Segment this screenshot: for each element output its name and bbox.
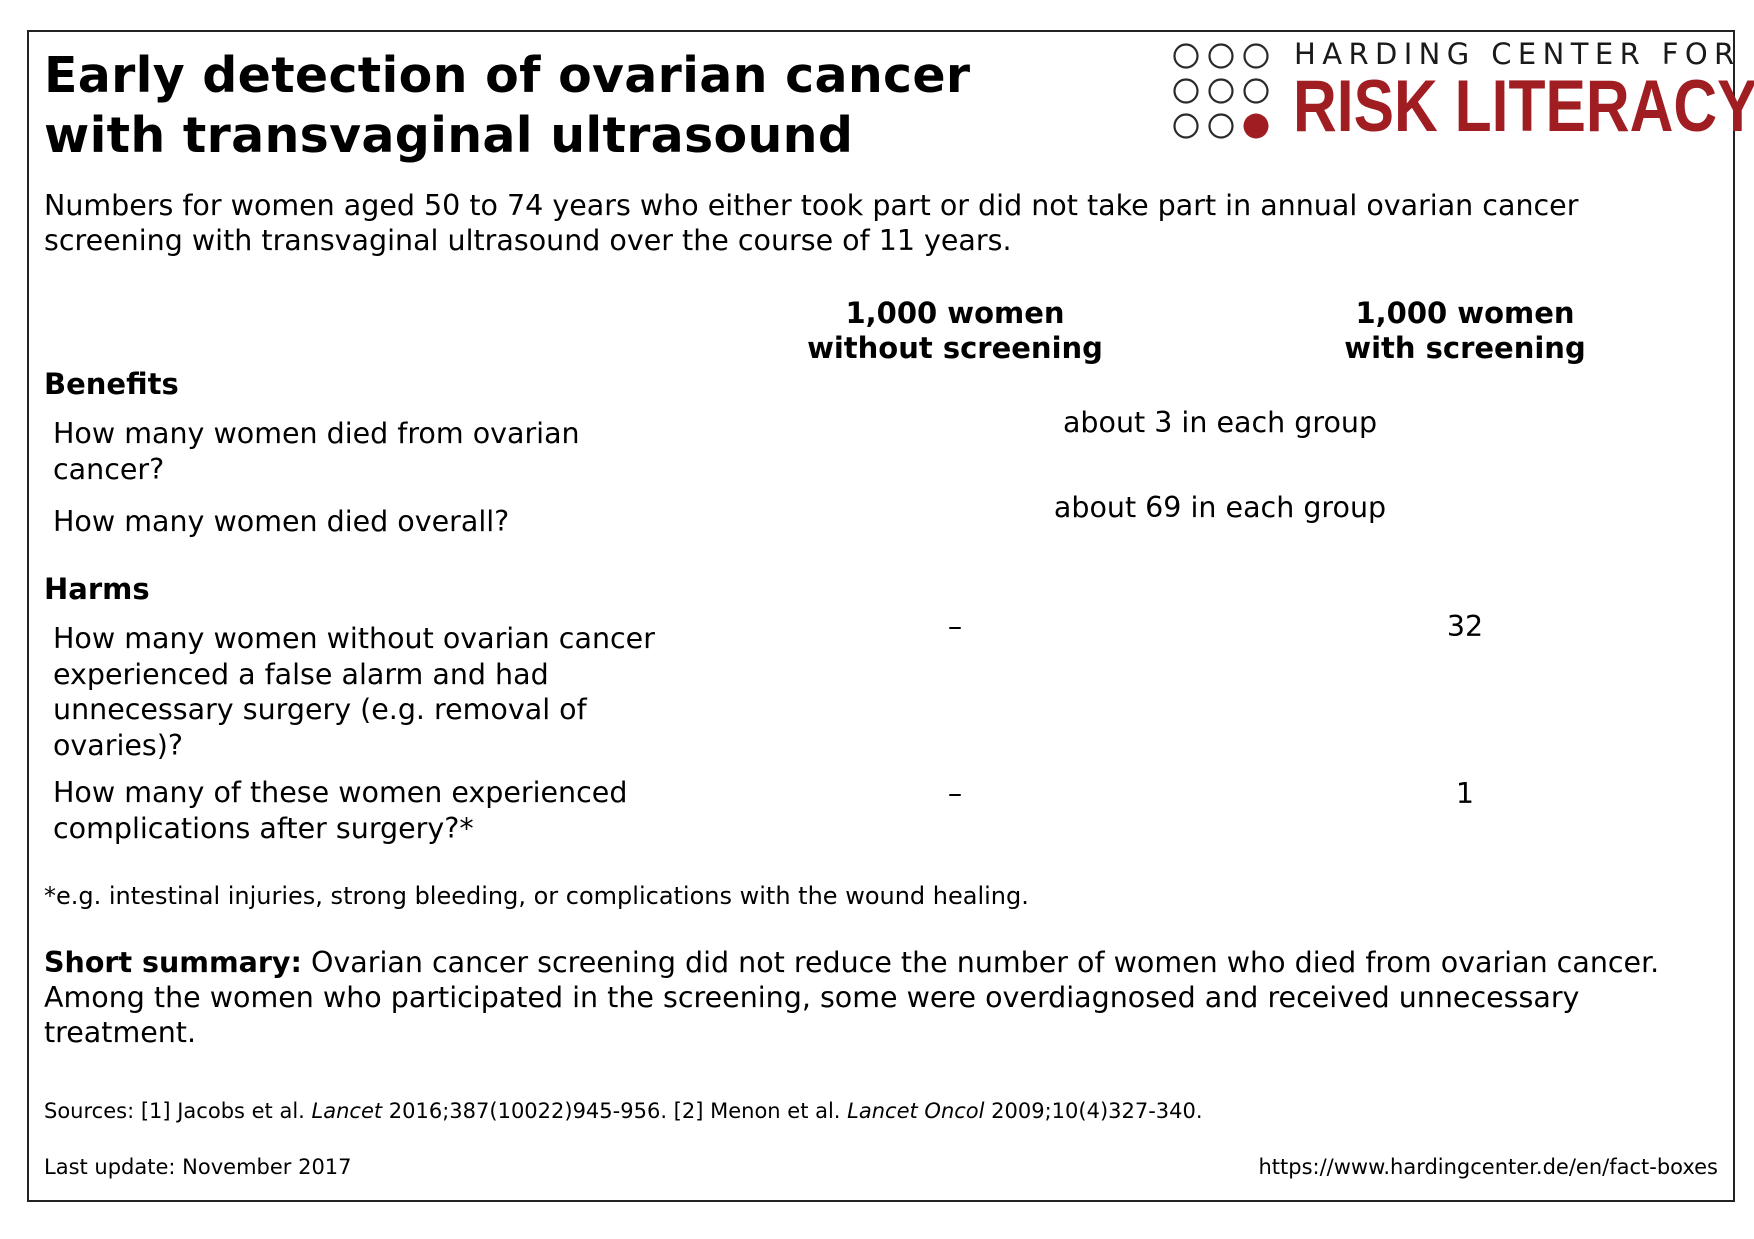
question-ovarian-cancer-deaths: How many women died from ovarian cancer? bbox=[53, 416, 580, 487]
sources: Sources: [1] Jacobs et al. Lancet 2016;3… bbox=[44, 1098, 1203, 1124]
value-ovarian-cancer-deaths-both: about 3 in each group bbox=[1062, 406, 1378, 439]
source-reference-2: 2009;10(4)327-340. bbox=[984, 1099, 1203, 1123]
value-complications-without: – bbox=[947, 777, 963, 810]
short-summary: Short summary: Ovarian cancer screening … bbox=[44, 945, 1659, 1050]
question-line: experienced a false alarm and had bbox=[53, 657, 549, 691]
summary-line-1: Short summary: Ovarian cancer screening … bbox=[44, 945, 1659, 980]
page-title: Early detection of ovarian cancer with t… bbox=[44, 46, 970, 166]
question-line: cancer? bbox=[53, 452, 165, 486]
subtitle: Numbers for women aged 50 to 74 years wh… bbox=[44, 188, 1578, 258]
subtitle-line-2: screening with transvaginal ultrasound o… bbox=[44, 224, 1012, 257]
column-header-without-line-1: 1,000 women bbox=[845, 296, 1065, 330]
question-line: How many women without ovarian cancer bbox=[53, 622, 655, 655]
footnote: *e.g. intestinal injuries, strong bleedi… bbox=[44, 882, 1029, 910]
value-false-alarm-with: 32 bbox=[1446, 610, 1484, 643]
section-heading-harms: Harms bbox=[44, 572, 150, 606]
logo-main-text: RISK LITERACY bbox=[1293, 66, 1754, 147]
question-line: How many women died from ovarian bbox=[53, 417, 580, 450]
summary-label: Short summary: bbox=[44, 946, 302, 979]
question-surgery-complications: How many of these women experienced comp… bbox=[53, 775, 627, 846]
question-overall-deaths: How many women died overall? bbox=[53, 504, 509, 540]
summary-text: Ovarian cancer screening did not reduce … bbox=[301, 946, 1660, 979]
last-update: Last update: November 2017 bbox=[44, 1155, 352, 1179]
question-line: How many women died overall? bbox=[53, 505, 510, 538]
value-complications-with: 1 bbox=[1455, 777, 1475, 810]
fact-box-frame bbox=[27, 30, 1735, 1202]
column-header-without-line-2: without screening bbox=[807, 331, 1103, 365]
title-line-1: Early detection of ovarian cancer bbox=[44, 47, 971, 104]
source-url-link[interactable]: https://www.hardingcenter.de/en/fact-box… bbox=[1258, 1155, 1718, 1179]
sources-prefix: Sources: [1] Jacobs et al. bbox=[44, 1099, 312, 1123]
column-header-without-screening: 1,000 women without screening bbox=[790, 296, 1120, 366]
subtitle-line-1: Numbers for women aged 50 to 74 years wh… bbox=[44, 189, 1579, 222]
source-reference-1: 2016;387(10022)945-956. [2] Menon et al. bbox=[382, 1099, 848, 1123]
column-header-with-line-1: 1,000 women bbox=[1355, 296, 1575, 330]
summary-line-2: Among the women who participated in the … bbox=[44, 981, 1580, 1014]
value-false-alarm-without: – bbox=[947, 610, 963, 643]
title-line-2: with transvaginal ultrasound bbox=[44, 107, 854, 164]
question-false-alarm-surgery: How many women without ovarian cancer ex… bbox=[53, 621, 655, 763]
source-journal-1: Lancet bbox=[311, 1099, 383, 1123]
logo-top-text: HARDING CENTER FOR bbox=[1294, 37, 1741, 71]
section-heading-benefits: Benefits bbox=[44, 367, 179, 401]
summary-line-3: treatment. bbox=[44, 1016, 197, 1049]
question-line: complications after surgery?* bbox=[53, 811, 474, 845]
column-header-with-screening: 1,000 women with screening bbox=[1315, 296, 1615, 366]
question-line: unnecessary surgery (e.g. removal of bbox=[53, 693, 587, 726]
harding-logo-dots-icon bbox=[1173, 43, 1269, 139]
question-line: How many of these women experienced bbox=[53, 776, 628, 809]
value-overall-deaths-both: about 69 in each group bbox=[1053, 491, 1387, 524]
column-header-with-line-2: with screening bbox=[1344, 331, 1586, 365]
source-journal-2: Lancet Oncol bbox=[847, 1099, 985, 1123]
question-line: ovaries)? bbox=[53, 728, 184, 762]
